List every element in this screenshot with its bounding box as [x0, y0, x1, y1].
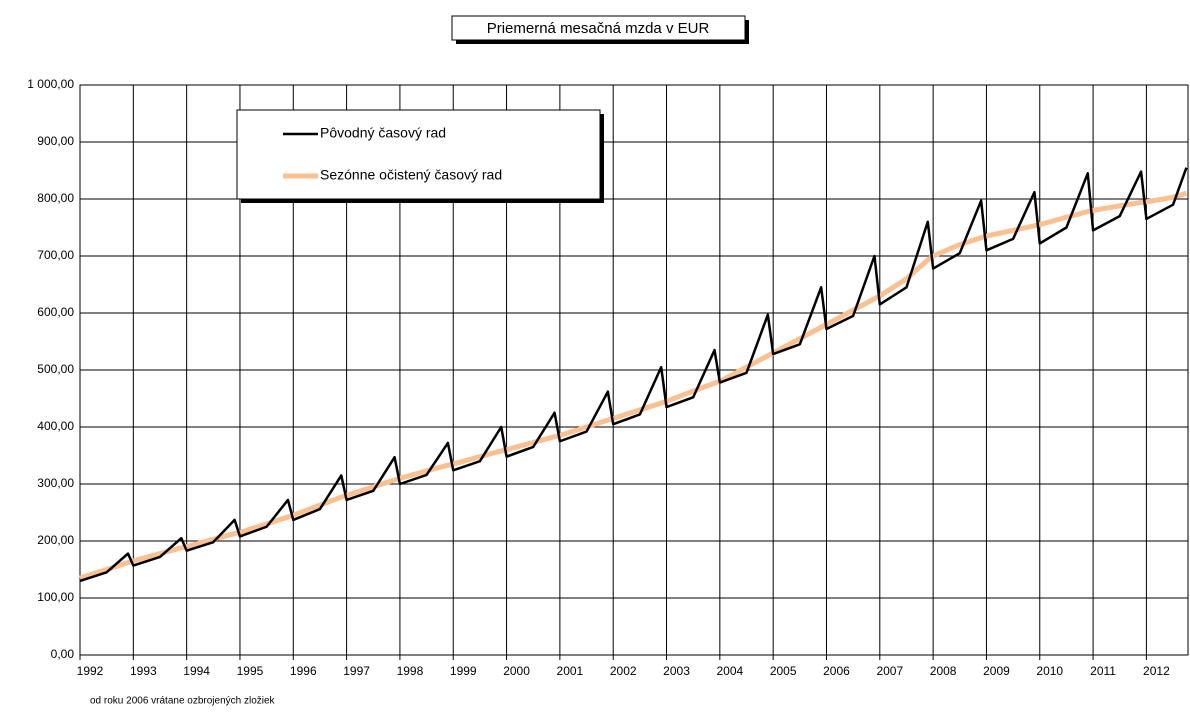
series-line	[79, 190, 1188, 581]
x-tick-label: 2006	[823, 664, 850, 678]
y-tick-label: 200,00	[37, 533, 74, 547]
y-tick-label: 700,00	[37, 248, 74, 262]
x-tick-label: 1998	[397, 664, 424, 678]
y-tick-label: 500,00	[37, 362, 74, 376]
x-tick-label: 2000	[503, 664, 530, 678]
y-tick-label: 800,00	[37, 191, 74, 205]
x-tick-label: 1999	[450, 664, 477, 678]
x-tick-label: 2002	[610, 664, 637, 678]
y-tick-label: 600,00	[37, 305, 74, 319]
y-tick-label: 1 000,00	[27, 77, 74, 91]
y-tick-label: 400,00	[37, 419, 74, 433]
x-tick-label: 1992	[77, 664, 104, 678]
chart-title: Priemerná mesačná mzda v EUR	[487, 20, 710, 37]
x-tick-label: 2010	[1036, 664, 1063, 678]
series-line	[79, 167, 1188, 583]
legend	[236, 109, 601, 200]
x-tick-label: 2009	[983, 664, 1010, 678]
x-tick-label: 2012	[1143, 664, 1170, 678]
x-tick-label: 2008	[930, 664, 957, 678]
x-tick-label: 1993	[130, 664, 157, 678]
legend-label: Sezónne očistený časový rad	[320, 167, 502, 183]
x-tick-label: 2004	[716, 664, 743, 678]
x-tick-label: 2011	[1090, 664, 1116, 678]
y-tick-label: 900,00	[37, 134, 74, 148]
y-tick-label: 0,00	[51, 647, 75, 661]
y-tick-label: 100,00	[37, 590, 74, 604]
y-tick-label: 300,00	[37, 476, 74, 490]
x-tick-label: 1994	[183, 664, 210, 678]
x-tick-label: 2007	[876, 664, 903, 678]
x-tick-label: 1997	[343, 664, 370, 678]
title-box	[451, 15, 746, 41]
x-tick-label: 2001	[557, 664, 584, 678]
plot-border	[79, 84, 1189, 656]
x-tick-label: 1995	[237, 664, 264, 678]
x-tick-label: 1996	[290, 664, 317, 678]
x-tick-label: 2003	[663, 664, 690, 678]
legend-label: Pôvodný časový rad	[320, 125, 446, 141]
x-tick-label: 2005	[770, 664, 797, 678]
footnote: od roku 2006 vrátane ozbrojených zložiek	[90, 696, 276, 707]
